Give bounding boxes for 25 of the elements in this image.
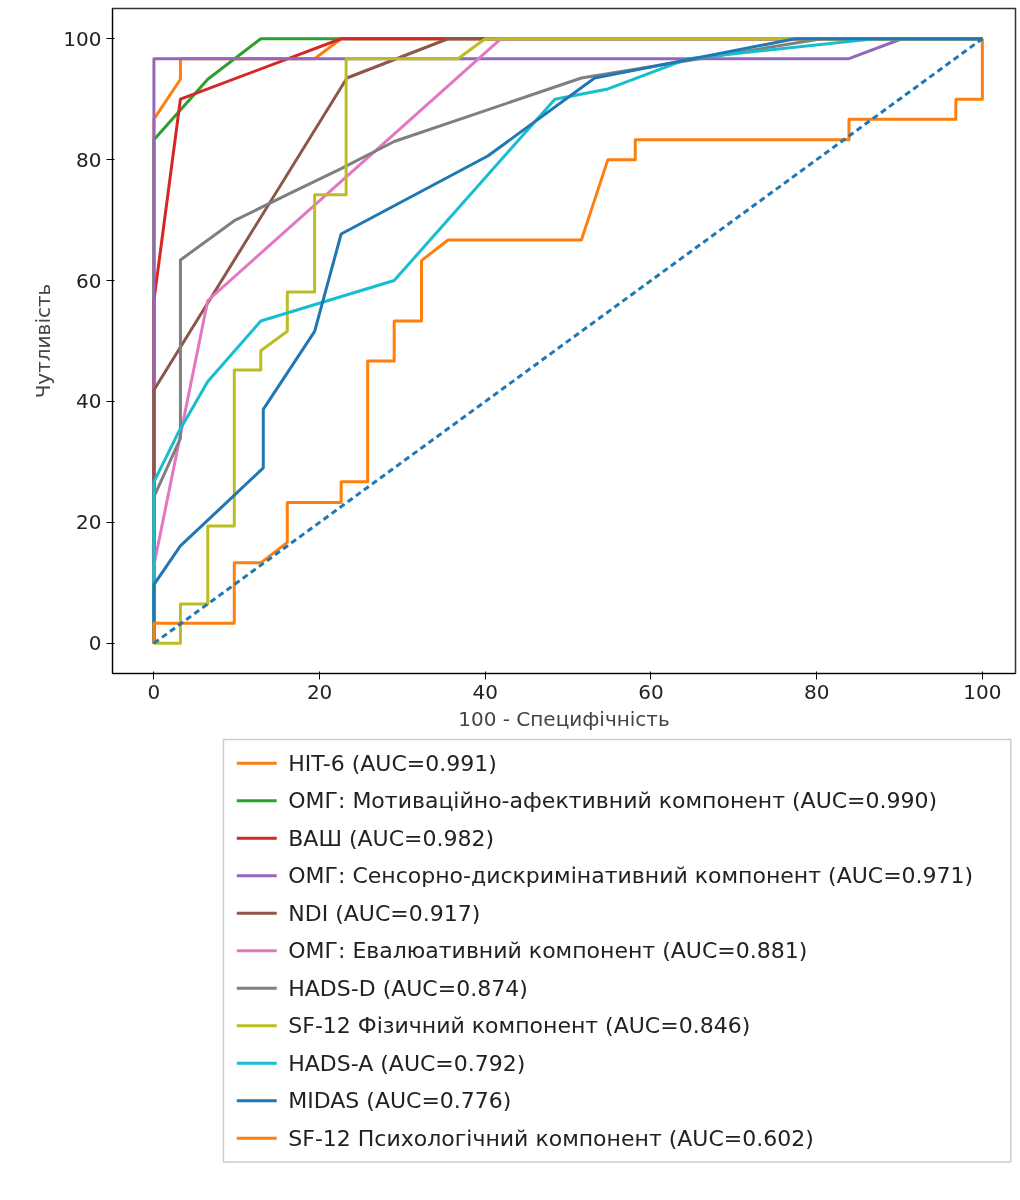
x-tick-label: 100	[963, 679, 1002, 704]
legend-label: SF-12 Фізичний компонент (AUC=0.846)	[288, 1013, 751, 1039]
legend-label: SF-12 Психологічний компонент (AUC=0.602)	[288, 1125, 814, 1151]
x-tick-label: 20	[306, 679, 333, 704]
legend-label: NDI (AUC=0.917)	[288, 900, 481, 926]
y-tick-label: 0	[88, 631, 102, 656]
y-tick-label: 100	[63, 26, 102, 51]
x-tick-label: 60	[638, 679, 664, 704]
y-tick-label: 20	[76, 510, 102, 535]
legend-label: MIDAS (AUC=0.776)	[288, 1088, 512, 1114]
y-axis-title: Чутливість	[31, 283, 56, 399]
legend-label: ОМГ: Мотиваційно-афективний компонент (AUC=0.990)	[288, 788, 938, 814]
y-tick-label: 60	[76, 268, 102, 293]
legend-label: ОМГ: Сенсорно-дискримінативний компонент (AUC=0.971)	[288, 863, 974, 889]
legend-label: HADS-D (AUC=0.874)	[288, 975, 528, 1001]
legend-label: ОМГ: Евалюативний компонент (AUC=0.881)	[288, 938, 808, 964]
legend-label: HIT-6 (AUC=0.991)	[288, 750, 497, 776]
legend-label: HADS-A (AUC=0.792)	[288, 1050, 526, 1076]
x-axis-title: 100 - Специфічність	[458, 706, 670, 731]
x-tick-label: 0	[147, 679, 161, 704]
x-tick-label: 80	[803, 679, 830, 704]
legend-label: ВАШ (AUC=0.982)	[288, 825, 495, 851]
y-tick-label: 80	[76, 147, 102, 172]
y-tick-label: 40	[76, 389, 102, 414]
x-tick-label: 40	[472, 679, 499, 704]
